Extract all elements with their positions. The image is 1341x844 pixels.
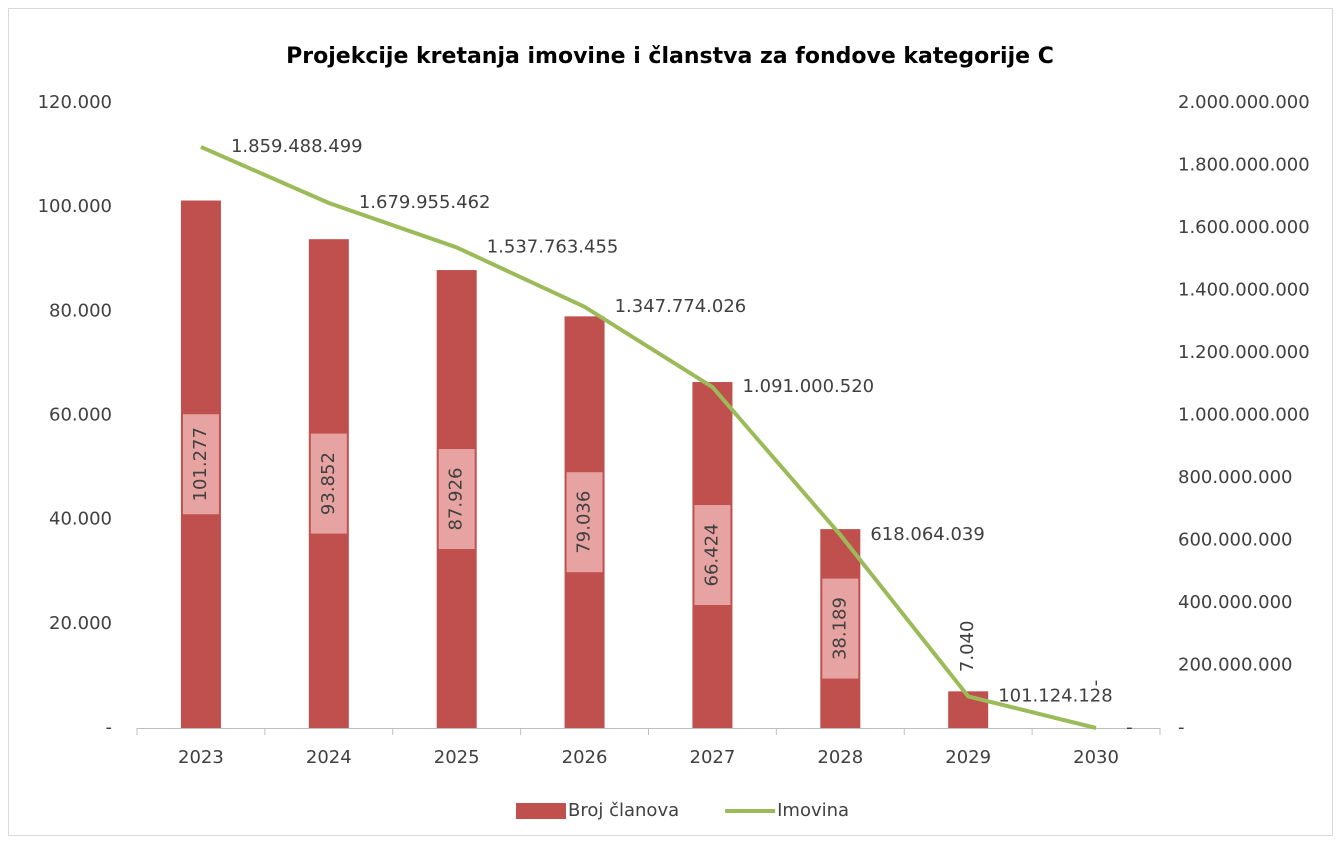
x-tick-label: 2024 xyxy=(306,747,352,768)
line xyxy=(200,145,1097,730)
y2-tick-label: 800.000.000 xyxy=(1178,467,1293,488)
bar-label: 93.852 xyxy=(318,452,339,515)
y2-tick-label: 1.800.000.000 xyxy=(1178,155,1310,176)
legend-label: Broj članova xyxy=(568,800,679,821)
y2-tick-label: 200.000.000 xyxy=(1178,655,1293,676)
y2-tick-label: - xyxy=(1178,717,1185,738)
line-label: 1.859.488.499 xyxy=(231,136,363,157)
y2-tick-label: 1.000.000.000 xyxy=(1178,405,1310,426)
bar-label: 38.189 xyxy=(829,597,850,660)
bar-label-box xyxy=(310,433,347,534)
y2-tick-label: 400.000.000 xyxy=(1178,592,1293,613)
y2-tick-label: 1.600.000.000 xyxy=(1178,217,1310,238)
y-tick-label: 80.000 xyxy=(49,300,112,321)
line-label: 1.679.955.462 xyxy=(359,192,491,213)
bar-label: 66.424 xyxy=(701,524,722,587)
y2-tick-label: 2.000.000.000 xyxy=(1178,92,1310,113)
bar-label: 79.036 xyxy=(574,491,595,554)
y2-tick-label: 1.200.000.000 xyxy=(1178,342,1310,363)
bar-label-box xyxy=(182,414,219,515)
x-tick-label: 2028 xyxy=(817,747,863,768)
line-label: - xyxy=(1126,717,1133,738)
bar-label: 7.040 xyxy=(957,621,978,673)
y-tick-label: 120.000 xyxy=(38,92,112,113)
x-tick-label: 2025 xyxy=(434,747,480,768)
y-tick-label: - xyxy=(106,717,113,738)
x-tick-label: 2027 xyxy=(690,747,736,768)
bar-label-box xyxy=(694,505,731,606)
line-label: 101.124.128 xyxy=(998,685,1113,706)
legend-label: Imovina xyxy=(777,800,849,821)
legend-swatch xyxy=(516,803,566,819)
y2-tick-label: 600.000.000 xyxy=(1178,530,1293,551)
y-tick-label: 60.000 xyxy=(49,405,112,426)
y-tick-label: 100.000 xyxy=(38,196,112,217)
bar-label-box xyxy=(438,449,475,550)
bar-label-box xyxy=(822,578,859,679)
x-tick-label: 2029 xyxy=(945,747,991,768)
chart-title: Projekcije kretanja imovine i članstva z… xyxy=(286,44,1054,69)
chart-border xyxy=(8,8,1333,836)
line-label: 1.537.763.455 xyxy=(487,236,619,257)
x-tick-label: 2026 xyxy=(562,747,608,768)
y-tick-label: 40.000 xyxy=(49,509,112,530)
y2-tick-label: 1.400.000.000 xyxy=(1178,280,1310,301)
line-label: 1.347.774.026 xyxy=(615,296,747,317)
x-tick-label: 2023 xyxy=(178,747,224,768)
line-label: 1.091.000.520 xyxy=(742,376,874,397)
line-label: 618.064.039 xyxy=(870,524,985,545)
y-tick-label: 20.000 xyxy=(49,613,112,634)
bar-label: - xyxy=(1085,680,1106,687)
bar-label: 101.277 xyxy=(190,427,211,501)
bar-label: 87.926 xyxy=(446,468,467,531)
bar-label-box xyxy=(566,472,603,573)
x-tick-label: 2030 xyxy=(1073,747,1119,768)
